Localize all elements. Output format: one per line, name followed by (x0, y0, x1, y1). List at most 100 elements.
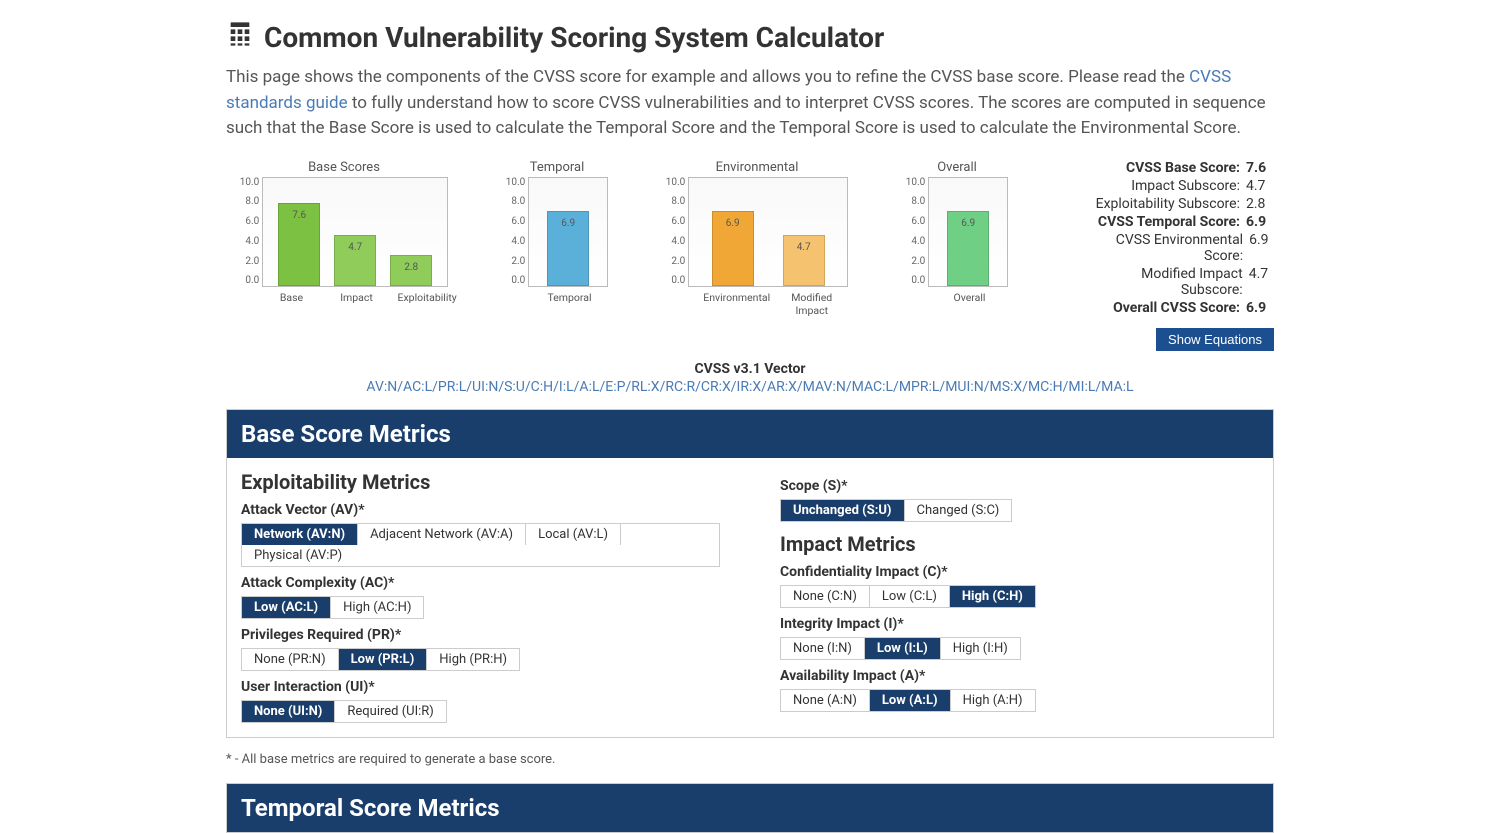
score-value: 2.8 (1246, 196, 1274, 212)
metric-option[interactable]: Low (I:L) (865, 638, 941, 659)
score-label: Impact Subscore: (1131, 178, 1240, 194)
score-value: 6.9 (1249, 232, 1274, 264)
score-label: CVSS Environmental Score: (1092, 232, 1243, 264)
metric-label: User Interaction (UI)* (241, 679, 720, 695)
metric-option[interactable]: Low (C:L) (870, 586, 950, 607)
chart-xlabels: Temporal (517, 287, 622, 304)
metric-option[interactable]: High (AC:H) (331, 597, 423, 618)
score-value: 4.7 (1249, 266, 1274, 298)
chart-bar: 2.8 (390, 255, 432, 285)
metric-options: None (A:N)Low (A:L)High (A:H) (780, 689, 1036, 712)
metric-options: Low (AC:L)High (AC:H) (241, 596, 424, 619)
metric-option[interactable]: High (C:H) (950, 586, 1035, 607)
chart-bar: 7.6 (278, 203, 320, 285)
metric-option[interactable]: None (PR:N) (242, 649, 339, 670)
score-label: Modified Impact Subscore: (1092, 266, 1243, 298)
impact-heading: Impact Metrics (780, 532, 1259, 556)
chart-bar: 6.9 (947, 211, 989, 286)
metric-option[interactable]: None (UI:N) (242, 701, 335, 722)
score-row: CVSS Environmental Score:6.9 (1092, 232, 1274, 264)
chart-bar-value: 7.6 (292, 210, 306, 221)
score-value: 4.7 (1246, 178, 1274, 194)
metric-option[interactable]: Required (UI:R) (335, 701, 445, 722)
metric-option[interactable]: Adjacent Network (AV:A) (358, 524, 526, 545)
metric-option[interactable]: None (I:N) (781, 638, 865, 659)
chart-yaxis: 10.08.06.04.02.00.0 (240, 177, 263, 287)
metric-label: Attack Complexity (AC)* (241, 575, 720, 591)
chart-bar-value: 6.9 (961, 218, 975, 229)
metric-label: Privileges Required (PR)* (241, 627, 720, 643)
chart-bar-value: 6.9 (561, 218, 575, 229)
metric-option[interactable]: Physical (AV:P) (242, 545, 354, 566)
chart-xlabel: Exploitability (398, 291, 446, 304)
show-equations-button[interactable]: Show Equations (1156, 328, 1274, 351)
score-label: Exploitability Subscore: (1096, 196, 1240, 212)
metric-label: Availability Impact (A)* (780, 668, 1259, 684)
chart-yaxis: 10.08.06.04.02.00.0 (906, 177, 929, 287)
score-label: CVSS Temporal Score: (1098, 214, 1240, 230)
base-left-col: Exploitability MetricsAttack Vector (AV)… (241, 470, 720, 723)
chart-xlabel: Environmental (703, 291, 751, 317)
score-row: CVSS Base Score:7.6 (1092, 160, 1274, 176)
chart-block: Temporal10.08.06.04.02.00.06.9Temporal (492, 160, 622, 351)
chart-xlabels: EnvironmentalModified Impact (677, 287, 862, 317)
metric-option[interactable]: Unchanged (S:U) (781, 500, 905, 521)
chart-xlabels: Overall (917, 287, 1022, 304)
chart-title: Overall (937, 160, 977, 175)
metric-option[interactable]: High (I:H) (941, 638, 1020, 659)
metric-option[interactable]: High (A:H) (951, 690, 1035, 711)
chart-bar-value: 4.7 (797, 242, 811, 253)
calculator-icon (226, 20, 254, 55)
metric-option[interactable]: Changed (S:C) (905, 500, 1012, 521)
chart-xlabel: Temporal (546, 291, 594, 304)
score-label: CVSS Base Score: (1126, 160, 1240, 176)
metric-option[interactable]: Low (PR:L) (339, 649, 428, 670)
base-right-col: Scope (S)* Unchanged (S:U)Changed (S:C) Im… (780, 470, 1259, 723)
chart-canvas: 7.6 4.7 2.8 (262, 177, 448, 287)
score-row: Impact Subscore: 4.7 (1092, 178, 1274, 194)
chart-xlabel: Base (268, 291, 316, 304)
metric-options: None (UI:N)Required (UI:R) (241, 700, 447, 723)
chart-title: Base Scores (308, 160, 380, 175)
metric-option[interactable]: None (C:N) (781, 586, 870, 607)
metric-options: Unchanged (S:U)Changed (S:C) (780, 499, 1012, 522)
temporal-metrics-panel: Temporal Score Metrics (226, 783, 1274, 833)
vector-string[interactable]: AV:N/AC:L/PR:L/UI:N/S:U/C:H/I:L/A:L/E:P/… (226, 379, 1274, 395)
chart-xlabels: BaseImpactExploitability (251, 287, 462, 304)
chart-bar: 4.7 (783, 235, 825, 286)
metric-option[interactable]: High (PR:H) (427, 649, 519, 670)
chart-bar-value: 2.8 (404, 262, 418, 273)
metric-options: Network (AV:N)Adjacent Network (AV:A)Loc… (241, 523, 720, 567)
score-row: Modified Impact Subscore:4.7 (1092, 266, 1274, 298)
temporal-metrics-header: Temporal Score Metrics (227, 784, 1273, 832)
scores-panel: CVSS Base Score:7.6 Impact Subscore: 4.7 Ex… (1052, 160, 1274, 351)
score-value: 6.9 (1246, 214, 1274, 230)
metric-option[interactable]: Local (AV:L) (526, 524, 621, 545)
metric-option[interactable]: Low (A:L) (870, 690, 951, 711)
exploitability-heading: Exploitability Metrics (241, 470, 720, 494)
chart-xlabel: Overall (946, 291, 994, 304)
page-title-text: Common Vulnerability Scoring System Calc… (264, 21, 884, 54)
chart-title: Temporal (530, 160, 585, 175)
chart-bar: 6.9 (547, 211, 589, 286)
metric-label: Scope (S)* (780, 478, 1259, 494)
metric-option[interactable]: Low (AC:L) (242, 597, 331, 618)
score-value: 6.9 (1246, 300, 1274, 316)
metric-option[interactable]: Network (AV:N) (242, 524, 358, 545)
intro-prefix: This page shows the components of the CV… (226, 67, 1189, 87)
metric-label: Confidentiality Impact (C)* (780, 564, 1259, 580)
page-title: Common Vulnerability Scoring System Calc… (226, 20, 1274, 55)
metric-options: None (I:N)Low (I:L)High (I:H) (780, 637, 1021, 660)
metric-options: None (PR:N)Low (PR:L)High (PR:H) (241, 648, 520, 671)
chart-block: Environmental10.08.06.04.02.00.06.94.7En… (652, 160, 862, 351)
intro-text: This page shows the components of the CV… (226, 65, 1274, 142)
chart-title: Environmental (716, 160, 799, 175)
metric-option[interactable]: None (A:N) (781, 690, 870, 711)
chart-canvas: 6.9 (928, 177, 1008, 287)
chart-bar-value: 6.9 (726, 218, 740, 229)
chart-yaxis: 10.08.06.04.02.00.0 (506, 177, 529, 287)
charts-row: Base Scores 10.08.06.04.02.00.0 7.6 4.7 2.8 B… (226, 160, 1274, 351)
score-row: CVSS Temporal Score: 6.9 (1092, 214, 1274, 230)
footnote: * - All base metrics are required to gen… (226, 752, 1274, 767)
chart-bar: 4.7 (334, 235, 376, 286)
